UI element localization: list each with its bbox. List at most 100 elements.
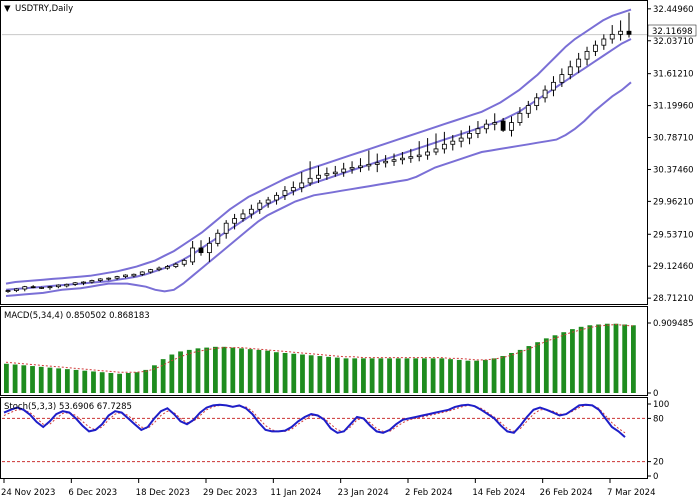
macd-bar — [117, 373, 122, 393]
candle-body — [64, 283, 70, 287]
stoch-title: Stoch(5,3,3) 53.6906 67.7285 — [4, 402, 132, 412]
macd-bar — [395, 358, 401, 393]
macd-bar — [465, 360, 471, 393]
candle-body — [316, 174, 321, 179]
candle-body — [626, 30, 632, 35]
price-tick-label: 31.61210 — [653, 70, 694, 80]
macd-bar — [64, 369, 70, 393]
candle-body — [156, 267, 162, 271]
macd-bar — [456, 359, 462, 393]
macd-bar — [561, 332, 567, 393]
macd-bar — [30, 366, 35, 393]
macd-bar — [578, 326, 584, 393]
candle-body — [173, 263, 179, 267]
macd-bar — [99, 372, 105, 393]
svg-text:32.11698: 32.11698 — [652, 27, 693, 37]
macd-bar — [491, 358, 497, 393]
price-tick-label: 28.71210 — [653, 294, 694, 304]
stochastic-lines: 100 80 20 0 — [2, 400, 669, 482]
candle-body — [97, 278, 103, 281]
price-tick-label: 29.53710 — [653, 230, 694, 240]
macd-bar — [291, 353, 297, 393]
stoch-tick-label: 100 — [653, 400, 669, 410]
candle-body — [274, 194, 279, 201]
candle-body — [13, 288, 19, 291]
stoch-main-line — [3, 403, 626, 438]
candle-body — [400, 157, 405, 161]
candle-body — [584, 50, 590, 60]
macd-bar — [152, 365, 157, 393]
date-tick-label: 11 Jan 2024 — [270, 488, 321, 498]
macd-bar — [47, 367, 53, 393]
macd-bar — [343, 358, 349, 393]
macd-panel-frame — [0, 306, 648, 396]
macd-bar — [239, 348, 244, 393]
stoch-tick-label: 80 — [653, 414, 664, 424]
candle-body — [576, 58, 582, 68]
candle-body — [39, 287, 44, 289]
macd-bar — [361, 358, 366, 393]
date-tick-label: 2 Feb 2024 — [405, 488, 453, 498]
candle-body — [257, 202, 263, 210]
date-tick-label: 23 Jan 2024 — [338, 488, 389, 498]
macd-bar — [413, 358, 419, 393]
macd-bar — [82, 370, 88, 393]
macd-bar — [300, 354, 305, 393]
candle-body — [593, 44, 598, 52]
candle-body — [483, 123, 489, 130]
macd-bar — [526, 346, 532, 393]
title-arrow-icon[interactable]: ▼ — [4, 4, 11, 14]
date-tick-label: 7 Mar 2024 — [607, 488, 655, 498]
candle-body — [534, 97, 540, 106]
candle-body — [30, 286, 36, 289]
stoch-tick-label: 0 — [653, 472, 658, 482]
macd-bar — [535, 342, 540, 393]
candle-body — [139, 271, 145, 275]
candle-body — [383, 160, 389, 164]
macd-bar — [256, 349, 262, 393]
candle-body — [559, 74, 565, 83]
price-tick-label: 29.12460 — [653, 262, 694, 272]
candle-body — [467, 133, 472, 139]
macd-signal-line — [5, 323, 634, 373]
macd-bar — [404, 358, 410, 393]
macd-bar — [56, 368, 62, 393]
candle-body — [72, 282, 78, 285]
stoch-panel-frame — [0, 397, 648, 479]
macd-bar — [108, 372, 114, 393]
macd-bar — [308, 355, 314, 393]
candle-body — [525, 105, 531, 114]
candle-body — [374, 162, 380, 165]
macd-bar — [38, 366, 44, 393]
macd-bar — [160, 359, 166, 393]
macd-bar — [91, 371, 96, 393]
macd-bar — [204, 347, 210, 393]
date-tick-label: 24 Nov 2023 — [1, 488, 55, 498]
macd-bar — [631, 325, 636, 393]
candle-body — [47, 286, 53, 289]
macd-bar — [552, 335, 558, 393]
macd-bar — [186, 349, 192, 393]
candle-body — [22, 286, 28, 290]
candle-body — [307, 177, 313, 184]
macd-bar — [326, 356, 331, 393]
candle-body — [458, 137, 464, 142]
macd-bar — [178, 351, 183, 393]
macd-bar — [247, 349, 253, 393]
candle-body — [223, 222, 229, 234]
price-tick-label: 31.19960 — [653, 102, 694, 112]
macd-bar — [334, 357, 340, 393]
macd-bar — [500, 356, 506, 393]
macd-bar — [213, 346, 218, 393]
macd-bar — [543, 338, 549, 393]
candle-body — [282, 190, 288, 196]
macd-bar — [448, 359, 453, 393]
candle-body — [551, 81, 556, 91]
candle-body — [475, 128, 481, 134]
candle-body — [240, 213, 246, 219]
candle-body — [433, 148, 439, 153]
macd-bar — [439, 358, 445, 393]
stoch-signal-line — [3, 404, 626, 434]
candle-body — [207, 242, 212, 254]
current-price-badge: 32.11698 — [647, 24, 697, 37]
